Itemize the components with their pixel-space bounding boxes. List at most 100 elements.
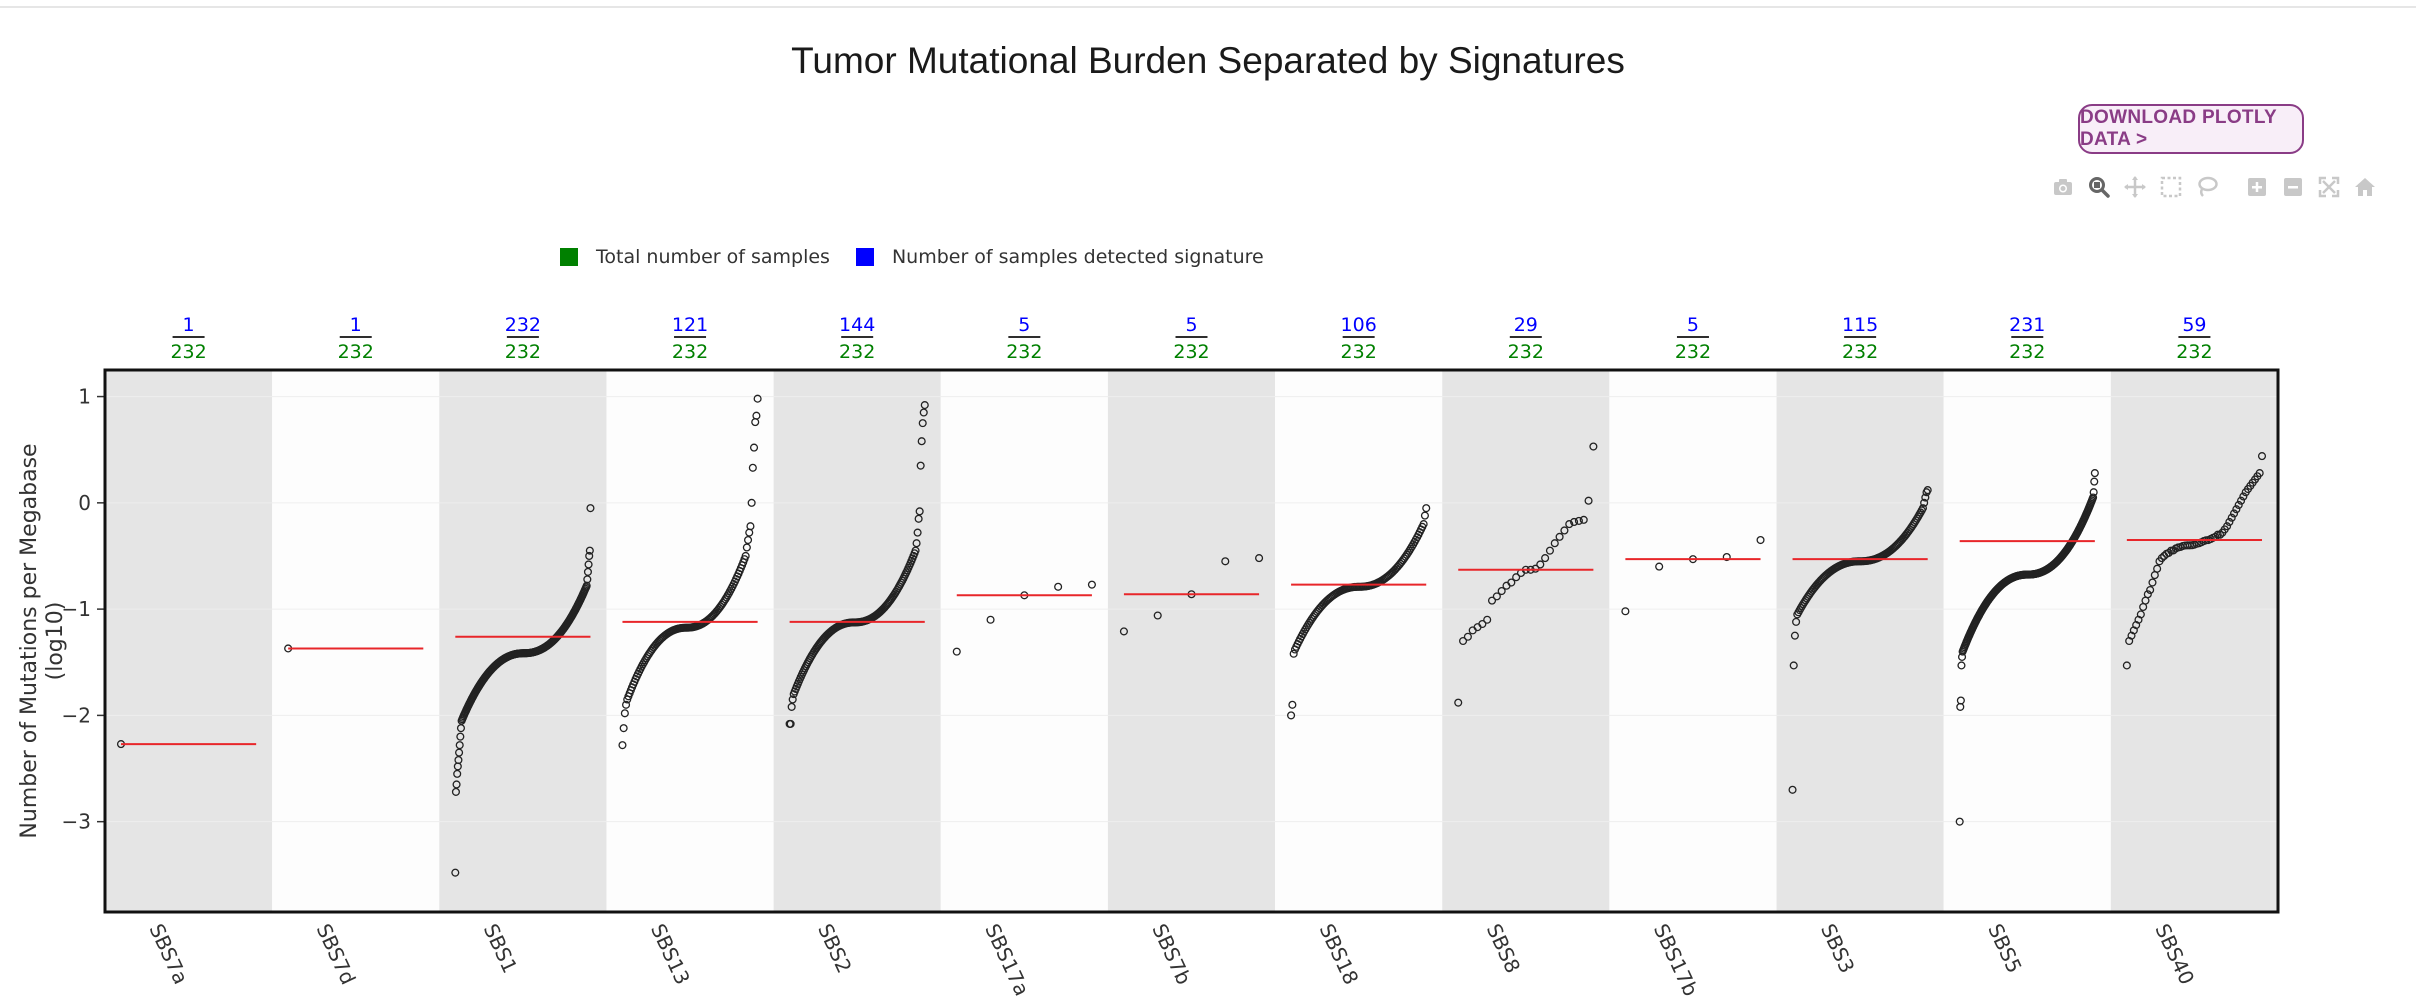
legend-swatch-detected bbox=[855, 248, 874, 266]
data-point bbox=[618, 741, 627, 750]
detected-count-SBS7a: 1 bbox=[183, 314, 195, 336]
data-point bbox=[788, 695, 797, 704]
y-axis: 1 0 −1 −2 −3 bbox=[62, 385, 105, 834]
y-tick-label: −1 bbox=[62, 597, 91, 621]
data-point bbox=[2216, 530, 2225, 539]
data-point bbox=[1579, 515, 1588, 524]
data-point bbox=[1722, 552, 1731, 562]
band-SBS17b bbox=[1609, 370, 1777, 912]
data-point bbox=[920, 401, 929, 410]
legend-item-total[interactable]: Total number of samples bbox=[560, 246, 830, 268]
data-point bbox=[1531, 564, 1540, 573]
reset-axes-icon[interactable] bbox=[2350, 172, 2380, 202]
data-point bbox=[1483, 615, 1492, 624]
data-point bbox=[2157, 554, 2166, 563]
x-tick-label-SBS2: SBS2 bbox=[813, 920, 857, 977]
total-count-SBS13: 232 bbox=[672, 341, 708, 363]
total-count-SBS1: 232 bbox=[505, 341, 541, 363]
band-SBS7d bbox=[272, 370, 440, 912]
data-point bbox=[912, 539, 921, 548]
y-tick-label: 1 bbox=[78, 385, 91, 409]
data-point bbox=[1545, 546, 1554, 555]
data-point bbox=[1923, 486, 1932, 495]
data-point bbox=[2122, 661, 2131, 670]
total-count-SBS7a: 232 bbox=[170, 341, 206, 363]
data-point bbox=[1756, 535, 1765, 545]
data-point bbox=[1788, 785, 1797, 794]
band-SBS7a bbox=[105, 370, 273, 912]
page-title: Tumor Mutational Burden Separated by Sig… bbox=[791, 40, 1625, 81]
data-point bbox=[1956, 696, 1965, 705]
x-axis: SBS7a SBS7d SBS1 SBS13 SBS2 SBS17a SBS7b SBS18 S… bbox=[144, 920, 2199, 996]
data-point bbox=[914, 514, 923, 523]
data-point bbox=[1402, 550, 1411, 559]
data-point bbox=[1512, 573, 1521, 582]
data-point bbox=[2239, 492, 2248, 501]
band-SBS1 bbox=[439, 370, 607, 912]
x-tick-label-SBS5: SBS5 bbox=[1983, 920, 2027, 977]
zoom-out-icon[interactable] bbox=[2278, 172, 2308, 202]
y-tick-label: −2 bbox=[62, 703, 91, 727]
data-point bbox=[2089, 488, 2098, 497]
data-point bbox=[1419, 520, 1428, 529]
data-point bbox=[2136, 610, 2145, 619]
data-point bbox=[1550, 539, 1559, 548]
data-point bbox=[2227, 513, 2236, 522]
data-point bbox=[1087, 580, 1096, 589]
data-point bbox=[1454, 698, 1463, 707]
detected-count-SBS5: 231 bbox=[2009, 314, 2045, 336]
data-point bbox=[1478, 619, 1487, 629]
lasso-icon[interactable] bbox=[2192, 172, 2222, 202]
data-point bbox=[2090, 469, 2099, 478]
data-point bbox=[455, 741, 464, 750]
data-point bbox=[746, 522, 755, 531]
top-divider bbox=[0, 6, 2416, 8]
data-point bbox=[1536, 560, 1545, 569]
data-point bbox=[748, 463, 757, 472]
data-point bbox=[2213, 530, 2222, 539]
data-point bbox=[454, 755, 463, 765]
data-point bbox=[747, 498, 756, 507]
sample-ratio-labels: 1 232 1 232 232 232 121 232 144 232 5 232 5 232 106 232… bbox=[170, 314, 2212, 363]
band-SBS7b bbox=[1107, 370, 1276, 912]
pan-icon[interactable] bbox=[2120, 172, 2150, 202]
x-tick-label-SBS7b: SBS7b bbox=[1147, 920, 1196, 988]
data-point bbox=[585, 551, 594, 561]
detected-count-SBS7d: 1 bbox=[350, 314, 362, 336]
band-SBS40 bbox=[2110, 370, 2278, 912]
zoom-icon[interactable] bbox=[2084, 172, 2114, 202]
total-count-SBS40: 232 bbox=[2176, 341, 2212, 363]
download-plotly-data-button[interactable]: DOWNLOAD PLOTLY DATA > bbox=[2078, 104, 2304, 154]
data-point bbox=[621, 700, 631, 709]
data-point bbox=[787, 702, 796, 711]
data-point bbox=[786, 719, 795, 728]
zoom-in-icon[interactable] bbox=[2242, 172, 2272, 202]
data-point bbox=[1420, 511, 1429, 520]
data-point bbox=[584, 560, 593, 569]
data-point bbox=[1957, 661, 1966, 670]
box-select-icon[interactable] bbox=[2156, 172, 2186, 202]
data-point bbox=[456, 724, 466, 733]
autoscale-icon[interactable] bbox=[2314, 172, 2344, 202]
data-point bbox=[1463, 632, 1472, 641]
data-point bbox=[1789, 661, 1798, 670]
detected-count-SBS13: 121 bbox=[672, 314, 708, 336]
data-point bbox=[1459, 636, 1468, 646]
data-point bbox=[620, 709, 629, 718]
detected-count-SBS1: 232 bbox=[505, 314, 541, 336]
data-point bbox=[1422, 504, 1431, 513]
band-SBS3 bbox=[1776, 370, 1944, 912]
data-point bbox=[916, 461, 925, 470]
data-point bbox=[752, 411, 761, 420]
detected-count-SBS8: 29 bbox=[1514, 314, 1538, 336]
camera-icon[interactable] bbox=[2048, 172, 2078, 202]
data-point bbox=[1921, 493, 1930, 502]
data-point bbox=[1289, 649, 1298, 658]
median-lines bbox=[121, 539, 2262, 746]
data-point bbox=[1955, 817, 1964, 826]
data-point bbox=[742, 543, 751, 552]
legend-item-detected[interactable]: Number of samples detected signature bbox=[855, 246, 1264, 268]
data-point bbox=[1492, 592, 1501, 601]
detected-count-SBS40: 59 bbox=[2182, 314, 2206, 336]
data-point bbox=[2236, 496, 2246, 505]
